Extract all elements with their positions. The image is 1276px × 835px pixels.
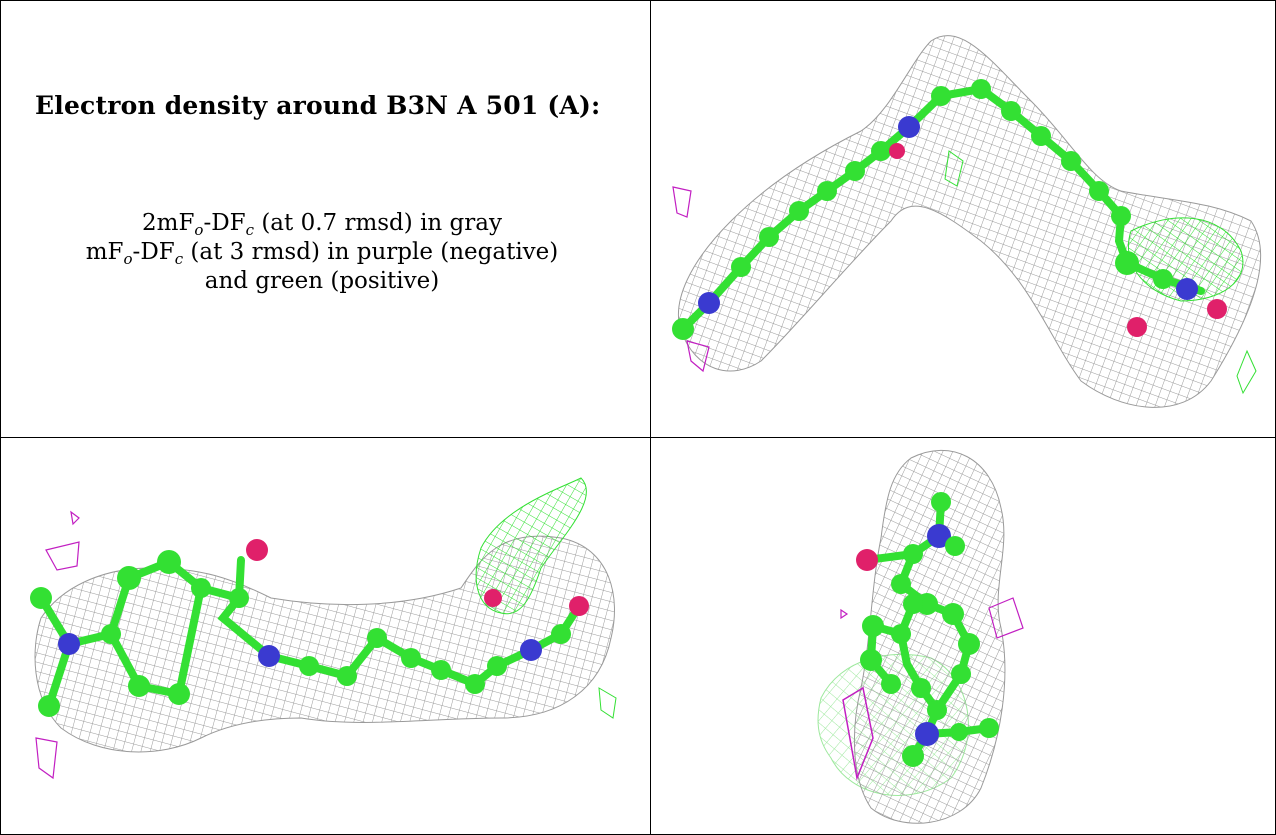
line1-prefix: 2mF (142, 210, 195, 236)
line1-sub-o: o (194, 221, 204, 239)
density-blob-negative-1 (45, 541, 80, 571)
map-description: 2mFo-DFc (at 0.7 rmsd) in gray mFo-DFc (… (1, 209, 643, 296)
grid-divider-horizontal (0, 437, 1276, 438)
density-mesh-positive (475, 477, 587, 615)
line2-prefix: mF (85, 239, 124, 265)
density-view-top-right (672, 35, 1262, 408)
line1-suffix: (at 0.7 rmsd) in gray (254, 210, 502, 236)
density-blob-negative-3 (840, 608, 849, 620)
density-view-bottom-right (817, 449, 1024, 824)
line2-mid: -DF (132, 239, 175, 265)
line1-sub-c: c (245, 221, 255, 239)
ligand-atoms (672, 79, 1227, 340)
ligand-atoms (856, 492, 999, 767)
density-blob-negative-2 (686, 340, 710, 373)
description-cell: Electron density around B3N A 501 (A): 2… (1, 1, 649, 437)
density-blob-negative-3 (35, 737, 58, 780)
line1-mid: -DF (203, 210, 246, 236)
ligand-atoms (30, 539, 589, 717)
description-line-colors: and green (positive) (204, 268, 440, 294)
line2-sub-c: c (174, 250, 184, 268)
grid-border-left (0, 0, 1, 835)
grid-border-top (0, 0, 1276, 1)
density-blob-positive-small (944, 150, 964, 187)
density-blob-positive-edge (1236, 349, 1257, 395)
density-blob-negative-1 (988, 597, 1024, 639)
density-mesh-gray (677, 35, 1262, 408)
figure-heading: Electron density around B3N A 501 (A): (35, 91, 601, 120)
density-blob-negative-1 (672, 186, 692, 218)
description-line-2fofc: 2mFo-DFc (at 0.7 rmsd) in gray (1, 209, 643, 238)
density-blob-negative-2 (842, 686, 874, 781)
line2-suffix: (at 3 rmsd) in purple (negative) (183, 239, 559, 265)
density-blob-negative-2 (70, 510, 80, 526)
description-line-fofc: mFo-DFc (at 3 rmsd) in purple (negative) (1, 238, 643, 267)
grid-divider-vertical (650, 0, 651, 835)
line2-sub-o: o (123, 250, 133, 268)
density-view-bottom-left (30, 477, 617, 780)
density-mesh-gray (853, 449, 1006, 824)
density-blob-positive-small (598, 687, 617, 719)
